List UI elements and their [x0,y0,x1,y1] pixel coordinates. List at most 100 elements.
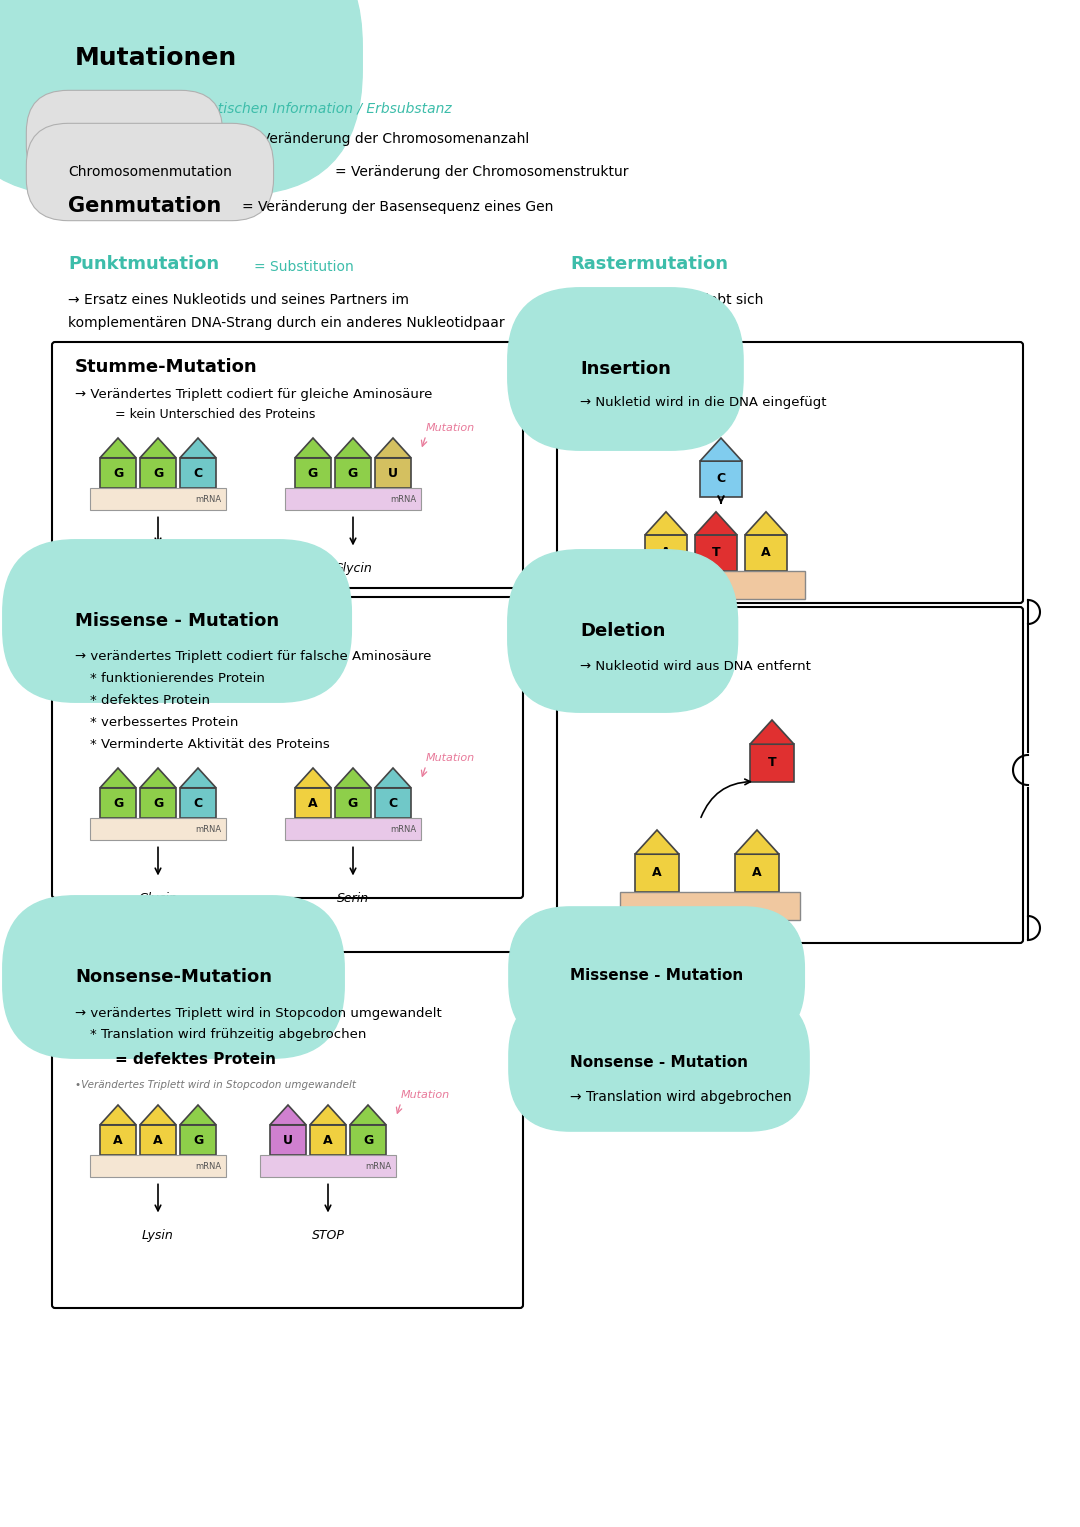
FancyBboxPatch shape [52,597,523,898]
Polygon shape [295,768,330,788]
Text: Nonsense-Mutation: Nonsense-Mutation [75,968,272,986]
FancyBboxPatch shape [140,788,176,818]
Text: Genommutation: Genommutation [68,131,181,147]
FancyBboxPatch shape [696,534,737,571]
Text: G: G [348,467,359,479]
Text: Insertion: Insertion [580,360,671,379]
FancyBboxPatch shape [90,489,226,510]
Text: mRNA: mRNA [365,1162,391,1171]
Text: Mutationen: Mutationen [75,46,238,70]
Text: * Verminderte Aktivität des Proteins: * Verminderte Aktivität des Proteins [90,738,329,751]
Text: = Veränderung der Chromosomenstruktur: = Veränderung der Chromosomenstruktur [335,165,629,179]
FancyBboxPatch shape [375,788,411,818]
FancyBboxPatch shape [295,788,330,818]
Polygon shape [100,438,136,458]
FancyBboxPatch shape [285,489,421,510]
Polygon shape [100,1106,136,1125]
Text: T: T [712,547,720,559]
FancyBboxPatch shape [180,788,216,818]
FancyBboxPatch shape [335,458,372,489]
Text: * verbessertes Protein: * verbessertes Protein [90,716,239,728]
Text: komplementären DNA-Strang durch ein anderes Nukleotidpaar: komplementären DNA-Strang durch ein ande… [68,316,504,330]
Text: → verändertes Triplett wird in Stopcodon umgewandelt: → verändertes Triplett wird in Stopcodon… [75,1006,442,1020]
Text: Mutation: Mutation [401,1090,450,1099]
Text: Glycin: Glycin [138,892,177,906]
FancyBboxPatch shape [270,1125,306,1156]
Text: G: G [113,797,123,809]
Text: → verändertes Triplett codiert für falsche Aminosäure: → verändertes Triplett codiert für falsc… [75,651,431,663]
Text: Deletion: Deletion [580,621,665,640]
Polygon shape [696,512,737,534]
Text: → Nukletid wird in die DNA eingefügt: → Nukletid wird in die DNA eingefügt [580,395,826,409]
Polygon shape [750,721,794,744]
Polygon shape [180,438,216,458]
Text: →Leseraster verschiebt sich: →Leseraster verschiebt sich [570,293,764,307]
FancyBboxPatch shape [735,854,779,892]
Text: A: A [661,547,671,559]
Text: → Ersatz eines Nukleotids und seines Partners im: → Ersatz eines Nukleotids und seines Par… [68,293,409,307]
FancyBboxPatch shape [180,458,216,489]
Text: = Veränderung der Basensequenz eines Gen: = Veränderung der Basensequenz eines Gen [242,200,553,214]
FancyBboxPatch shape [700,461,742,496]
Text: Mutation: Mutation [426,423,475,434]
Polygon shape [635,831,679,854]
FancyBboxPatch shape [557,342,1023,603]
Text: A: A [308,797,318,809]
Text: Punktmutation: Punktmutation [68,255,219,273]
Text: A: A [761,547,771,559]
Text: A: A [323,1133,333,1147]
Text: → Nukleotid wird aus DNA entfernt: → Nukleotid wird aus DNA entfernt [580,660,811,673]
FancyBboxPatch shape [310,1125,346,1156]
Text: * Translation wird frühzeitig abgebrochen: * Translation wird frühzeitig abgebroche… [90,1028,366,1041]
Text: G: G [153,797,163,809]
Text: C: C [389,797,397,809]
FancyBboxPatch shape [557,608,1023,944]
Polygon shape [645,512,687,534]
Text: G: G [193,1133,203,1147]
Text: C: C [193,797,203,809]
Polygon shape [180,1106,216,1125]
Text: U: U [388,467,399,479]
Polygon shape [745,512,787,534]
FancyBboxPatch shape [52,342,523,588]
Polygon shape [375,438,411,458]
FancyBboxPatch shape [140,458,176,489]
Polygon shape [295,438,330,458]
Text: Glycin: Glycin [334,562,373,576]
FancyBboxPatch shape [100,788,136,818]
Polygon shape [180,768,216,788]
Text: C: C [193,467,203,479]
FancyBboxPatch shape [375,458,411,489]
Polygon shape [335,438,372,458]
Text: = kein Unterschied des Proteins: = kein Unterschied des Proteins [114,408,315,421]
Text: A: A [752,866,761,880]
Text: STOP: STOP [311,1229,345,1243]
FancyBboxPatch shape [635,854,679,892]
FancyBboxPatch shape [100,1125,136,1156]
FancyBboxPatch shape [745,534,787,571]
Text: A: A [153,1133,163,1147]
Text: Missense - Mutation: Missense - Mutation [570,968,743,983]
Text: mRNA: mRNA [194,1162,221,1171]
Text: G: G [308,467,319,479]
Polygon shape [100,768,136,788]
Polygon shape [350,1106,386,1125]
Text: → Änderung der genetischen Information / Erbsubstanz: → Änderung der genetischen Information /… [68,99,451,116]
FancyBboxPatch shape [260,1156,396,1177]
Text: mRNA: mRNA [390,495,416,504]
FancyBboxPatch shape [350,1125,386,1156]
Text: G: G [153,467,163,479]
Text: = Substitution: = Substitution [254,260,354,273]
Text: A: A [113,1133,123,1147]
Text: Serin: Serin [337,892,369,906]
Text: U: U [283,1133,293,1147]
Polygon shape [310,1106,346,1125]
FancyBboxPatch shape [52,951,523,1309]
Text: G: G [348,797,359,809]
Text: mRNA: mRNA [194,495,221,504]
Text: C: C [716,472,726,486]
FancyBboxPatch shape [335,788,372,818]
Polygon shape [140,438,176,458]
Text: = Veränderung der Chromosomenanzahl: = Veränderung der Chromosomenanzahl [245,131,529,147]
FancyBboxPatch shape [100,458,136,489]
